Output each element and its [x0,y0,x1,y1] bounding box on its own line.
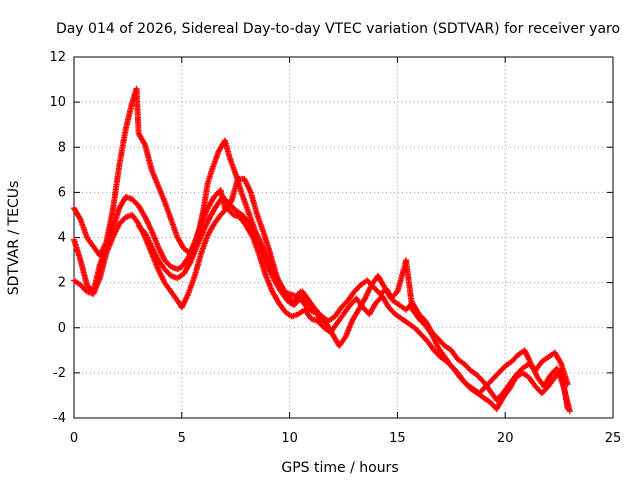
series-track-2 [71,85,571,412]
y-tick-label: -4 [53,411,66,426]
data-point [566,408,573,415]
chart-title: Day 014 of 2026, Sidereal Day-to-day VTE… [56,21,620,37]
y-tick-label: 6 [58,185,66,200]
y-axis-label: SDTVAR / TECUs [6,181,22,296]
data-point [310,308,317,315]
y-tick-label: 2 [58,276,66,291]
x-tick-label: 20 [497,431,514,446]
x-tick-label: 25 [605,431,622,446]
data-series [71,85,573,415]
x-tick-label: 0 [70,431,78,446]
y-tick-label: 8 [58,140,66,155]
grid-lines [74,57,613,418]
y-tick-label: -2 [53,366,66,381]
axis-ticks: 0 5 10 15 20 25 -4 -2 0 2 4 6 8 10 12 [49,50,621,446]
y-tick-label: 10 [49,95,66,110]
y-tick-label: 4 [58,231,66,246]
x-axis-label: GPS time / hours [281,460,398,476]
y-tick-label: 0 [58,321,66,336]
series-track-4 [135,193,317,315]
y-tick-label: 12 [49,50,66,65]
x-tick-label: 15 [389,431,406,446]
series-track-1 [71,175,571,403]
x-tick-label: 10 [281,431,298,446]
x-tick-label: 5 [178,431,186,446]
